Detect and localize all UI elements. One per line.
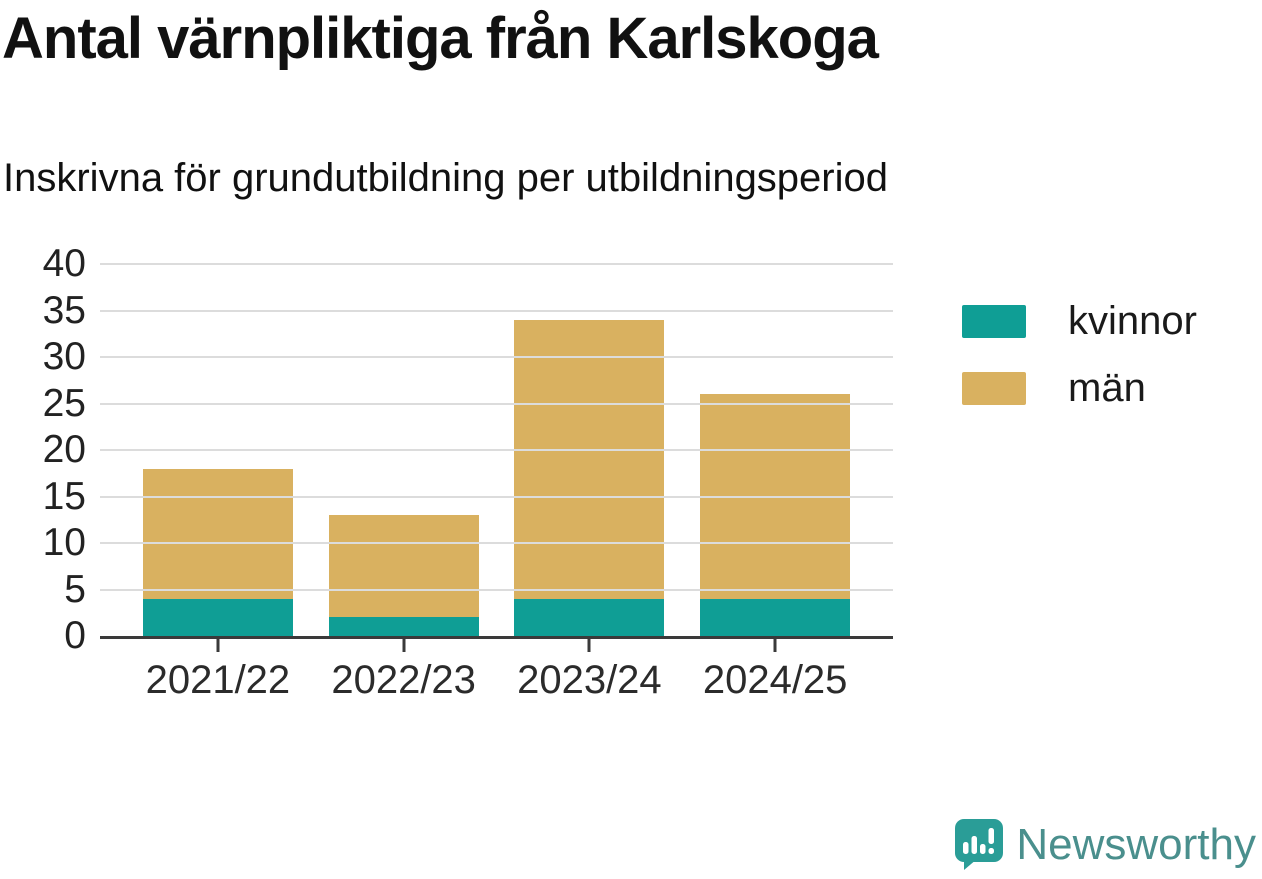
y-tick-label: 15 bbox=[42, 474, 86, 518]
legend-item-män: män bbox=[962, 366, 1197, 411]
gridline bbox=[100, 402, 893, 405]
chart-subtitle: Inskrivna för grundutbildning per utbild… bbox=[3, 156, 888, 200]
legend: kvinnor män bbox=[962, 299, 1197, 433]
bar-segment-kvinnor bbox=[328, 617, 479, 636]
bar-segment-män bbox=[142, 468, 293, 599]
newsworthy-logo-icon bbox=[955, 819, 1004, 870]
y-tick-label: 20 bbox=[42, 428, 86, 471]
y-tick-label: 0 bbox=[64, 614, 86, 657]
y-tick-label: 35 bbox=[42, 288, 86, 332]
newsworthy-logo-text: Newsworthy bbox=[1016, 820, 1256, 869]
y-tick-label: 25 bbox=[42, 381, 86, 425]
y-axis: 0 5 10 15 20 25 30 35 40 bbox=[0, 242, 86, 657]
chart-title: Antal värnpliktiga från Karlskoga bbox=[2, 6, 879, 71]
y-tick-label: 40 bbox=[42, 242, 86, 285]
x-tick-label: 2022/23 bbox=[331, 658, 476, 702]
gridline bbox=[100, 263, 893, 265]
legend-item-kvinnor: kvinnor bbox=[962, 299, 1197, 344]
gridline bbox=[100, 542, 893, 544]
x-tick bbox=[773, 639, 777, 652]
legend-label-män: män bbox=[1068, 366, 1146, 410]
x-tick bbox=[216, 639, 220, 652]
bar-2021/22 bbox=[142, 264, 293, 636]
x-tick bbox=[587, 639, 591, 652]
bar-segment-män bbox=[328, 515, 479, 618]
gridline bbox=[100, 309, 893, 312]
bar-segment-kvinnor bbox=[514, 598, 665, 636]
y-tick-label: 10 bbox=[42, 521, 86, 564]
x-axis: 2021/22 2022/23 2023/24 2024/25 bbox=[125, 658, 868, 713]
bar-segment-kvinnor bbox=[142, 598, 293, 636]
y-tick-label: 5 bbox=[64, 567, 86, 611]
bar-segment-män bbox=[514, 319, 665, 599]
legend-swatch-kvinnor bbox=[962, 305, 1026, 338]
x-tick-label: 2023/24 bbox=[517, 658, 662, 702]
gridline bbox=[100, 495, 893, 498]
legend-label-kvinnor: kvinnor bbox=[1068, 299, 1197, 343]
newsworthy-branding: Newsworthy bbox=[954, 819, 1256, 871]
gridline bbox=[100, 356, 893, 358]
x-tick-label: 2024/25 bbox=[702, 658, 848, 702]
legend-swatch-män bbox=[962, 372, 1026, 405]
bar-2022/23 bbox=[328, 264, 479, 636]
bar-segment-kvinnor bbox=[700, 598, 851, 636]
y-tick-label: 30 bbox=[42, 335, 86, 378]
stacked-bar-chart: 0 5 10 15 20 25 30 35 40 2021/22 2022/23 2023/24 20… bbox=[0, 242, 910, 720]
gridline bbox=[100, 449, 893, 451]
plot-area bbox=[100, 263, 893, 652]
x-tick bbox=[402, 639, 406, 652]
bar-2023/24 bbox=[514, 264, 665, 636]
x-tick-label: 2021/22 bbox=[145, 658, 291, 702]
gridline bbox=[100, 588, 893, 591]
